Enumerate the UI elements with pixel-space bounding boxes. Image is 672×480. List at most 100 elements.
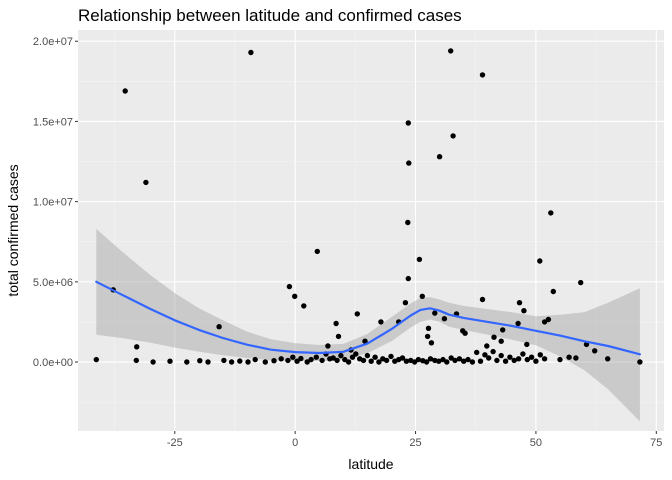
- data-point: [308, 356, 314, 363]
- data-point: [376, 359, 382, 365]
- data-point: [462, 330, 468, 336]
- data-point: [444, 359, 450, 365]
- data-point: [427, 356, 434, 362]
- smooth-line: [95, 280, 641, 356]
- data-point: [134, 344, 140, 350]
- data-point: [469, 359, 476, 365]
- data-point: [237, 358, 243, 364]
- data-point: [524, 341, 530, 348]
- data-point: [197, 358, 203, 364]
- data-point: [537, 258, 543, 264]
- x-tick-label: 75: [650, 437, 662, 449]
- data-point: [511, 357, 517, 364]
- data-point: [122, 88, 128, 94]
- data-point: [294, 358, 300, 364]
- data-point: [548, 210, 554, 216]
- data-point: [573, 355, 579, 361]
- x-tick-label: 25: [409, 437, 421, 449]
- data-point: [484, 343, 490, 349]
- data-point: [216, 324, 222, 330]
- minor-gridlines: [78, 30, 664, 431]
- data-point: [491, 334, 497, 340]
- data-point: [403, 358, 410, 364]
- x-tick-label: -25: [167, 437, 183, 449]
- data-point: [399, 355, 406, 361]
- y-axis-title: total confirmed cases: [5, 164, 21, 296]
- data-point: [319, 357, 325, 364]
- data-point: [298, 355, 304, 362]
- data-point: [416, 256, 423, 263]
- data-point: [402, 300, 409, 306]
- data-point: [537, 352, 543, 358]
- data-point: [150, 359, 156, 365]
- data-point: [262, 359, 268, 365]
- data-point: [338, 352, 344, 359]
- data-point: [479, 72, 486, 78]
- data-point: [286, 283, 293, 290]
- data-point: [592, 348, 598, 354]
- data-point: [432, 310, 438, 316]
- data-point: [502, 358, 509, 364]
- data-point: [143, 179, 149, 186]
- data-point: [405, 275, 411, 282]
- data-point: [521, 308, 527, 314]
- data-point: [424, 333, 431, 340]
- data-point: [301, 303, 307, 309]
- data-point: [605, 356, 611, 362]
- data-point: [515, 320, 521, 327]
- x-tick-label: 0: [292, 437, 298, 449]
- data-point: [477, 358, 484, 364]
- data-point: [436, 154, 443, 160]
- data-point: [550, 288, 556, 295]
- data-point: [578, 279, 584, 286]
- data-point: [330, 355, 336, 361]
- data-point: [423, 359, 430, 365]
- data-point: [405, 120, 411, 126]
- chart-title: Relationship between latitude and confir…: [78, 6, 462, 25]
- data-point: [461, 358, 467, 364]
- data-point: [436, 358, 442, 364]
- data-point: [456, 356, 463, 362]
- data-point: [428, 340, 435, 346]
- data-point: [221, 357, 227, 364]
- y-tick-label: 2.0e+07: [33, 36, 73, 48]
- data-point: [465, 356, 471, 363]
- data-point: [368, 358, 374, 364]
- data-point: [245, 359, 251, 365]
- data-point: [133, 357, 139, 364]
- data-point: [515, 356, 522, 362]
- data-point: [452, 357, 458, 364]
- data-point: [333, 320, 339, 327]
- data-point: [354, 311, 360, 317]
- data-point: [419, 293, 425, 299]
- plot-panel: [78, 30, 664, 431]
- data-point: [441, 316, 448, 322]
- data-point: [205, 359, 211, 365]
- data-point: [415, 356, 422, 363]
- x-axis: -25 0 25 50 75: [167, 431, 662, 449]
- data-point: [406, 160, 412, 166]
- data-point: [364, 352, 371, 359]
- data-point: [498, 338, 504, 344]
- data-point: [335, 333, 342, 340]
- data-point: [378, 319, 384, 325]
- major-gridlines: [78, 30, 664, 431]
- data-point: [228, 359, 235, 365]
- y-tick-label: 1.5e+07: [33, 116, 73, 128]
- data-point: [252, 356, 258, 363]
- data-point: [482, 352, 488, 358]
- data-point: [248, 49, 254, 56]
- data-point: [490, 348, 496, 355]
- data-point: [520, 351, 526, 357]
- data-point: [271, 358, 277, 364]
- data-point: [494, 357, 500, 364]
- data-point: [500, 327, 506, 333]
- data-point: [345, 359, 352, 365]
- data-point: [290, 354, 296, 360]
- y-tick-label: 1.0e+07: [33, 197, 73, 209]
- data-point: [516, 300, 523, 306]
- data-point: [292, 293, 298, 299]
- data-point: [353, 351, 359, 357]
- confidence-band: [96, 228, 640, 422]
